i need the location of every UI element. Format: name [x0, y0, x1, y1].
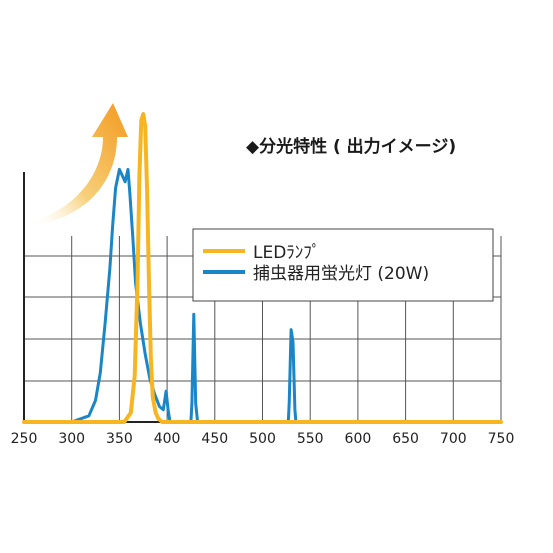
x-tick-label: 250 — [11, 431, 38, 447]
up-arrow-icon — [30, 103, 128, 226]
series-layer — [22, 112, 503, 424]
chart-title: ◆分光特性 ( 出力イメージ) — [246, 136, 456, 157]
x-tick-label: 600 — [345, 431, 372, 447]
x-tick-label: 300 — [58, 431, 85, 447]
legend-label-led: LEDﾗﾝﾌﾟ — [253, 243, 320, 263]
series-line-led — [22, 112, 503, 424]
x-tick-labels: 250 300 350 400 450 500 550 600 650 700 750 — [11, 431, 515, 447]
x-tick-label: 450 — [201, 431, 228, 447]
legend: LEDﾗﾝﾌﾟ 捕虫器用蛍光灯 (20W) — [192, 228, 494, 302]
legend-label-fluorescent: 捕虫器用蛍光灯 (20W) — [253, 264, 429, 284]
x-tick-label: 400 — [154, 431, 181, 447]
x-tick-label: 500 — [249, 431, 276, 447]
legend-box — [192, 228, 494, 302]
x-tick-label: 550 — [297, 431, 324, 447]
x-tick-label: 650 — [392, 431, 419, 447]
x-tick-label: 700 — [440, 431, 467, 447]
x-tick-label: 750 — [488, 431, 515, 447]
x-tick-label: 350 — [106, 431, 133, 447]
